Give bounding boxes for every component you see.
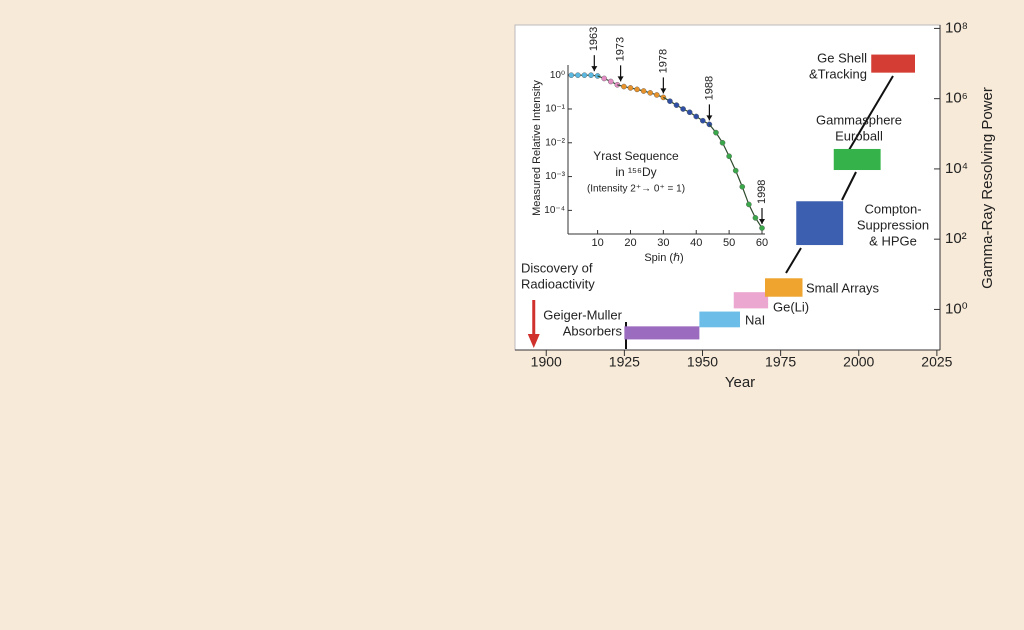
inset-x-tick-label: 60 xyxy=(756,237,768,249)
range-box xyxy=(796,201,844,246)
x-tick-label: 1950 xyxy=(687,354,718,370)
range-box xyxy=(765,278,803,297)
y-tick-label: 10⁸ xyxy=(945,19,968,36)
range-box xyxy=(733,292,769,309)
data-point xyxy=(700,117,706,124)
year-arrowhead xyxy=(759,219,765,225)
plot-panel xyxy=(514,24,941,351)
data-point xyxy=(575,72,581,78)
data-point xyxy=(759,225,765,231)
year-label: 1978 xyxy=(657,49,669,73)
inset-title: (Intensity 2⁺→ 0⁺ = 1) xyxy=(587,184,685,195)
data-point xyxy=(719,139,726,146)
y-tick-label: 10² xyxy=(945,230,967,247)
year-label: 1973 xyxy=(615,37,627,61)
inset-y-tick-label: 10⁰ xyxy=(550,70,565,81)
data-point xyxy=(667,98,673,104)
box-label: & HPGe xyxy=(869,233,917,248)
y-axis-label: Gamma-Ray Resolving Power xyxy=(979,87,996,289)
box-label: NaI xyxy=(745,312,765,327)
y-tick-label: 10⁰ xyxy=(945,300,968,317)
inset-title: in ¹⁵⁶Dy xyxy=(615,165,656,179)
data-point xyxy=(680,106,686,112)
inset-x-axis-label: Spin (ℏ) xyxy=(644,252,683,264)
data-point xyxy=(693,113,700,120)
box-label: Euroball xyxy=(835,128,883,143)
data-point xyxy=(640,88,647,94)
data-point xyxy=(752,215,759,221)
box-label: &Tracking xyxy=(809,66,867,81)
x-tick-label: 2000 xyxy=(843,354,874,370)
box-label: Absorbers xyxy=(563,323,623,338)
box-label: Suppression xyxy=(857,217,929,232)
year-label: 1988 xyxy=(703,76,715,100)
inset-title: Yrast Sequence xyxy=(593,149,679,163)
inset-y-tick-label: 10⁻² xyxy=(545,137,565,148)
box-label: Small Arrays xyxy=(806,280,879,295)
x-axis-label: Year xyxy=(725,374,755,391)
inset-x-tick-label: 20 xyxy=(624,237,636,249)
connectors xyxy=(625,75,894,349)
year-arrowhead xyxy=(617,76,624,82)
data-point xyxy=(673,102,680,108)
connector xyxy=(841,171,857,201)
data-point xyxy=(732,167,739,174)
data-point xyxy=(568,72,575,78)
data-point xyxy=(588,72,594,78)
range-box xyxy=(699,311,740,328)
box-label: Compton- xyxy=(864,201,921,216)
inset-y-tick-label: 10⁻³ xyxy=(545,171,565,182)
data-point xyxy=(621,83,627,90)
data-point xyxy=(607,78,614,85)
inset-x-tick-label: 50 xyxy=(723,237,735,249)
box-label: Ge(Li) xyxy=(773,299,809,314)
box-label: Gammasphere xyxy=(816,112,902,127)
data-point xyxy=(601,75,607,82)
data-point xyxy=(647,90,654,96)
box-label: Ge Shell xyxy=(817,50,867,65)
year-arrowhead xyxy=(660,88,667,94)
range-box xyxy=(624,326,700,340)
data-point xyxy=(686,109,693,116)
data-point xyxy=(746,201,752,208)
data-point xyxy=(739,183,746,190)
x-tick-label: 1925 xyxy=(609,354,640,370)
annotation: Radioactivity xyxy=(521,276,595,291)
range-box xyxy=(833,148,881,171)
data-point xyxy=(653,92,660,98)
year-arrowhead xyxy=(591,66,598,72)
connector xyxy=(848,75,894,151)
inset-x-tick-label: 10 xyxy=(591,237,603,249)
box-label: Geiger-Muller xyxy=(543,307,622,322)
year-label: 1963 xyxy=(588,27,600,51)
y-tick-label: 10⁶ xyxy=(945,90,968,107)
data-point xyxy=(713,129,719,136)
year-label: 1998 xyxy=(756,180,768,204)
annotation-arrowhead xyxy=(527,334,540,348)
inset-x-tick-label: 40 xyxy=(690,237,702,249)
annotation: Discovery of xyxy=(521,260,593,275)
x-tick-label: 1975 xyxy=(765,354,796,370)
x-tick-label: 2025 xyxy=(921,354,952,370)
range-box xyxy=(871,54,915,73)
inset-x-tick-label: 30 xyxy=(657,237,669,249)
connector xyxy=(785,247,802,274)
data-point xyxy=(581,72,588,78)
inset-y-axis-label: Measured Relative Intensity xyxy=(531,80,543,216)
x-tick-label: 1900 xyxy=(531,354,562,370)
data-point xyxy=(627,85,634,91)
inset-y-tick-label: 10⁻¹ xyxy=(545,104,565,115)
data-point xyxy=(634,86,640,93)
inset-y-tick-label: 10⁻⁴ xyxy=(544,205,565,216)
data-point xyxy=(726,153,732,160)
y-tick-label: 10⁴ xyxy=(945,160,968,177)
year-arrowhead xyxy=(706,115,713,121)
